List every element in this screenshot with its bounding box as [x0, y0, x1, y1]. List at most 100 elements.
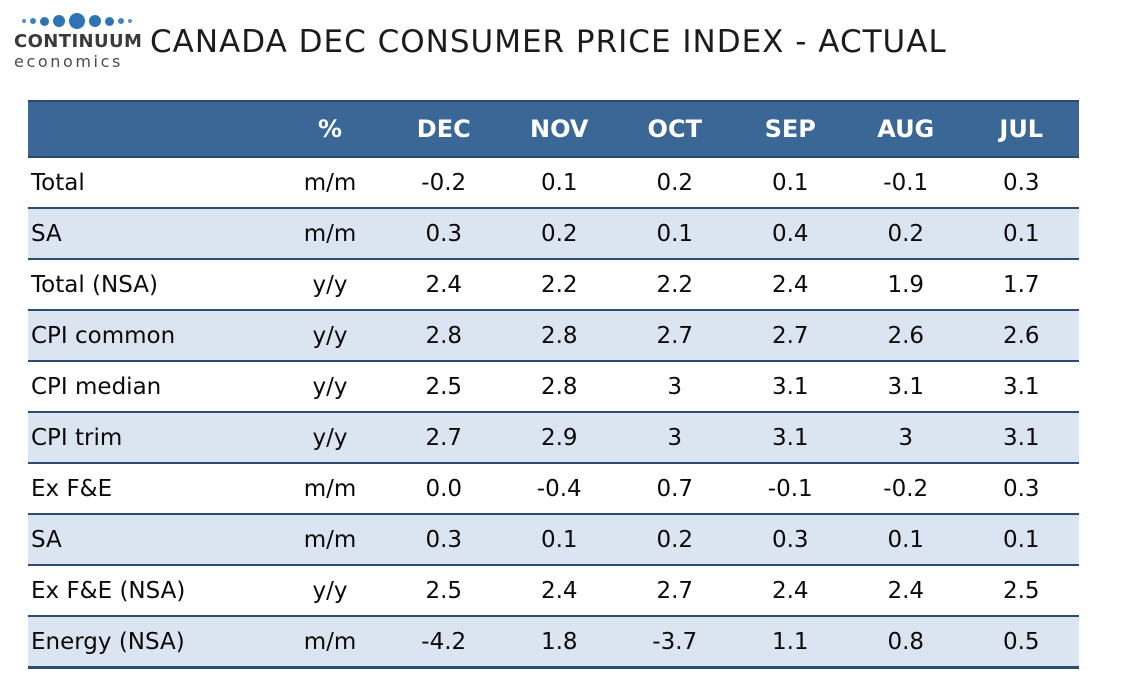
row-label: Total	[28, 157, 274, 209]
unit-cell: m/m	[274, 514, 386, 566]
value-cell: 2.2	[617, 259, 733, 311]
value-cell: 2.6	[963, 310, 1079, 362]
value-cell: 0.1	[501, 157, 617, 209]
continuum-economics-logo: CONTINUUM economics	[14, 11, 143, 71]
value-cell: 3.1	[848, 361, 964, 413]
table-row: CPI median y/y 2.5 2.8 3 3.1 3.1 3.1	[28, 361, 1079, 413]
column-header-month: SEP	[732, 100, 848, 158]
value-cell: 3	[848, 412, 964, 464]
table-row: SA m/m 0.3 0.2 0.1 0.4 0.2 0.1	[28, 208, 1079, 260]
logo-dot	[128, 19, 132, 23]
logo-dot	[22, 19, 26, 23]
value-cell: 2.2	[501, 259, 617, 311]
value-cell: 2.8	[501, 361, 617, 413]
row-label: Energy (NSA)	[28, 616, 274, 669]
table-body: Total m/m -0.2 0.1 0.2 0.1 -0.1 0.3 SA m/m 0.3 0.2 0…	[28, 157, 1079, 669]
value-cell: 2.4	[501, 565, 617, 617]
logo-dot	[89, 15, 101, 27]
unit-cell: y/y	[274, 412, 386, 464]
value-cell: 1.9	[848, 259, 964, 311]
row-label: Ex F&E (NSA)	[28, 565, 274, 617]
value-cell: 1.1	[732, 616, 848, 669]
column-header-month: NOV	[501, 100, 617, 158]
value-cell: 3	[617, 361, 733, 413]
value-cell: 0.1	[501, 514, 617, 566]
value-cell: 0.3	[386, 208, 502, 260]
unit-cell: m/m	[274, 616, 386, 669]
table-row: SA m/m 0.3 0.1 0.2 0.3 0.1 0.1	[28, 514, 1079, 566]
value-cell: 2.7	[617, 310, 733, 362]
row-label: CPI common	[28, 310, 274, 362]
value-cell: -4.2	[386, 616, 502, 669]
column-header-month: DEC	[386, 100, 502, 158]
unit-cell: y/y	[274, 361, 386, 413]
logo-wordmark: CONTINUUM	[14, 31, 143, 52]
value-cell: 2.9	[501, 412, 617, 464]
unit-cell: y/y	[274, 259, 386, 311]
value-cell: 0.3	[386, 514, 502, 566]
value-cell: 2.6	[848, 310, 964, 362]
unit-cell: m/m	[274, 208, 386, 260]
value-cell: 0.5	[963, 616, 1079, 669]
value-cell: 3.1	[732, 361, 848, 413]
unit-cell: m/m	[274, 157, 386, 209]
column-header-month: JUL	[963, 100, 1079, 158]
value-cell: 3	[617, 412, 733, 464]
unit-cell: m/m	[274, 463, 386, 515]
value-cell: 0.3	[732, 514, 848, 566]
logo-dot	[105, 16, 114, 26]
value-cell: 0.8	[848, 616, 964, 669]
value-cell: 0.1	[617, 208, 733, 260]
value-cell: 0.0	[386, 463, 502, 515]
column-header-percent: %	[274, 100, 386, 158]
value-cell: 0.2	[617, 514, 733, 566]
value-cell: 2.4	[732, 259, 848, 311]
logo-dots-icon	[14, 11, 140, 31]
value-cell: -0.1	[848, 157, 964, 209]
value-cell: -0.2	[848, 463, 964, 515]
logo-dot	[30, 18, 36, 24]
cpi-table: % DEC NOV OCT SEP AUG JUL Total m/m -0.2 0.1 0.2 0.…	[28, 100, 1079, 669]
value-cell: 2.8	[386, 310, 502, 362]
value-cell: 0.3	[963, 463, 1079, 515]
row-label: CPI median	[28, 361, 274, 413]
value-cell: 3.1	[963, 412, 1079, 464]
unit-cell: y/y	[274, 310, 386, 362]
value-cell: 2.7	[386, 412, 502, 464]
column-header-month: OCT	[617, 100, 733, 158]
value-cell: 0.1	[848, 514, 964, 566]
value-cell: 3.1	[732, 412, 848, 464]
value-cell: 0.3	[963, 157, 1079, 209]
logo-dot	[118, 18, 124, 24]
header-row: % DEC NOV OCT SEP AUG JUL	[28, 100, 1079, 158]
value-cell: 0.2	[617, 157, 733, 209]
value-cell: 3.1	[963, 361, 1079, 413]
table-row: Ex F&E (NSA) y/y 2.5 2.4 2.7 2.4 2.4 2.5	[28, 565, 1079, 617]
value-cell: 2.5	[386, 565, 502, 617]
value-cell: 2.5	[963, 565, 1079, 617]
table-row: Total (NSA) y/y 2.4 2.2 2.2 2.4 1.9 1.7	[28, 259, 1079, 311]
value-cell: 0.2	[848, 208, 964, 260]
value-cell: 0.2	[501, 208, 617, 260]
value-cell: 1.7	[963, 259, 1079, 311]
value-cell: 2.4	[732, 565, 848, 617]
table-row: CPI trim y/y 2.7 2.9 3 3.1 3 3.1	[28, 412, 1079, 464]
value-cell: 2.4	[848, 565, 964, 617]
value-cell: -3.7	[617, 616, 733, 669]
table-row: Ex F&E m/m 0.0 -0.4 0.7 -0.1 -0.2 0.3	[28, 463, 1079, 515]
value-cell: 0.4	[732, 208, 848, 260]
value-cell: -0.1	[732, 463, 848, 515]
value-cell: -0.2	[386, 157, 502, 209]
value-cell: 2.7	[617, 565, 733, 617]
unit-cell: y/y	[274, 565, 386, 617]
value-cell: 1.8	[501, 616, 617, 669]
column-header-month: AUG	[848, 100, 964, 158]
row-label: CPI trim	[28, 412, 274, 464]
page-title: CANADA DEC CONSUMER PRICE INDEX - ACTUAL	[150, 24, 947, 60]
table-row: Energy (NSA) m/m -4.2 1.8 -3.7 1.1 0.8 0.5	[28, 616, 1079, 669]
value-cell: 2.7	[732, 310, 848, 362]
row-label: SA	[28, 208, 274, 260]
value-cell: 0.1	[732, 157, 848, 209]
value-cell: 0.1	[963, 514, 1079, 566]
